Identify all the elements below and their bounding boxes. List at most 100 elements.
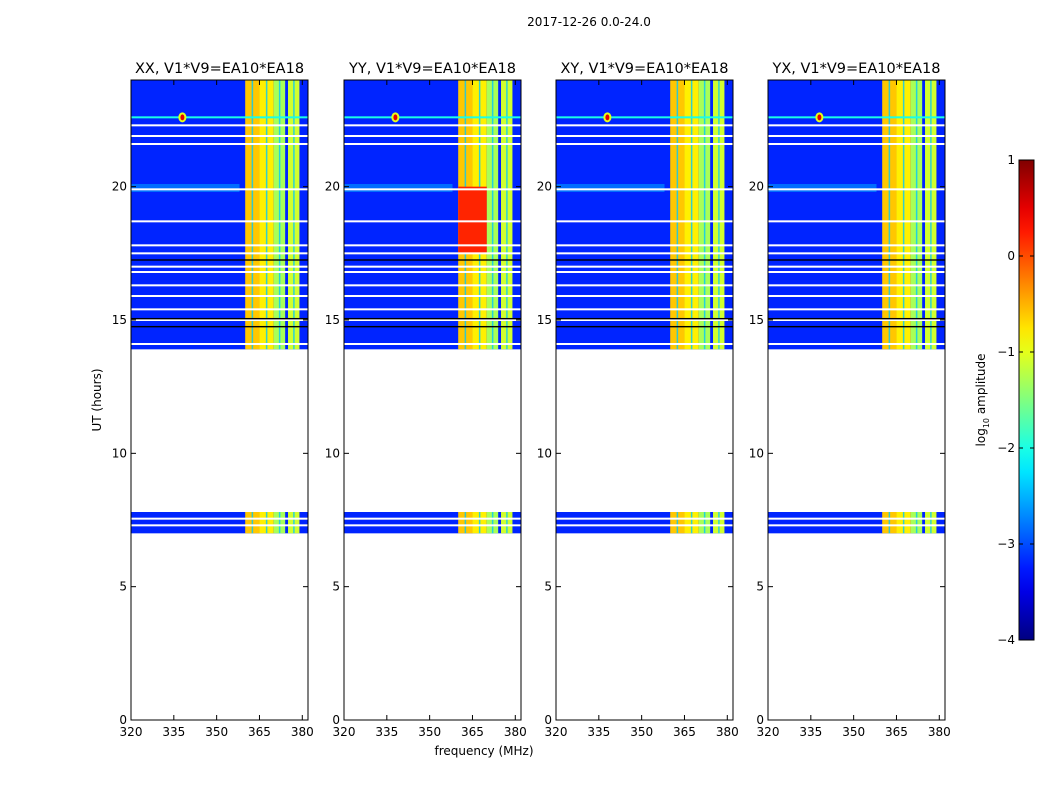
rfi-streak [491, 512, 494, 534]
flagged-row [768, 124, 945, 127]
rfi-streak [464, 512, 467, 534]
rfi-streak [915, 80, 918, 350]
flagged-row [768, 284, 945, 287]
y-tick-label: 20 [537, 180, 552, 194]
dark-row [344, 325, 521, 328]
flagged-row [131, 124, 308, 127]
axes-frame [555, 79, 734, 721]
y-tick-label: 15 [112, 313, 127, 327]
rfi-streak [506, 512, 508, 534]
flagged-row [768, 252, 945, 255]
rfi-streak [491, 80, 494, 350]
flagged-row [768, 271, 945, 273]
dark-row [131, 259, 308, 261]
flagged-row [768, 188, 945, 191]
rfi-streak [718, 80, 720, 350]
rfi-streak [690, 512, 693, 534]
flagged-row [556, 284, 733, 287]
colorbar-tick-label: −1 [997, 345, 1015, 359]
panels: XX, V1*V9=EA10*EA18 320 335 350 365 380 0 5 10 15… [112, 61, 951, 739]
flagged-row [768, 343, 945, 345]
flagged-row [131, 188, 308, 191]
flagged-row [556, 143, 733, 145]
dark-row [768, 259, 945, 261]
rfi-streak [265, 512, 268, 534]
panel-yx: YX, V1*V9=EA10*EA18 320 335 350 365 380 0 5 10 15… [749, 61, 951, 739]
y-tick-label: 15 [325, 313, 340, 327]
rfi-streak [902, 80, 905, 350]
panel-title: YY, V1*V9=EA10*EA18 [348, 61, 516, 77]
rfi-streak [915, 512, 918, 534]
x-axis-label: frequency (MHz) [434, 744, 533, 758]
x-tick-label: 365 [673, 725, 696, 739]
y-axis-label: UT (hours) [90, 368, 104, 431]
y-tick-label: 20 [749, 180, 764, 194]
y-tick-label: 5 [756, 580, 764, 594]
flagged-row [131, 343, 308, 345]
x-tick-label: 335 [375, 725, 398, 739]
rfi-streak [506, 80, 508, 350]
flagged-row [344, 271, 521, 273]
flagged-row [556, 220, 733, 223]
x-tick-label: 350 [842, 725, 865, 739]
flagged-row [344, 220, 521, 223]
rfi-streak [690, 80, 693, 350]
flagged-row [344, 252, 521, 255]
flagged-row [556, 319, 733, 321]
flagged-row [768, 517, 945, 520]
heatmap-xy [556, 80, 733, 534]
point-source [605, 114, 610, 121]
rfi-streak [265, 80, 268, 350]
rfi-streak [293, 80, 295, 350]
axes-frame [767, 79, 946, 721]
rfi-streak [278, 80, 281, 350]
rfi-streak [930, 80, 932, 350]
flagged-row [344, 265, 521, 268]
flagged-row [131, 252, 308, 255]
rfi-streak [478, 512, 481, 534]
dark-row [344, 259, 521, 261]
flagged-row [556, 295, 733, 297]
x-tick-label: 350 [418, 725, 441, 739]
flagged-row [768, 143, 945, 145]
panel-title: YX, V1*V9=EA10*EA18 [771, 61, 940, 77]
axes-frame [343, 79, 522, 721]
flagged-row [768, 319, 945, 321]
source-stripe [344, 116, 521, 119]
heatmap-yy [344, 80, 521, 534]
y-tick-label: 10 [325, 446, 340, 460]
dark-row [344, 317, 521, 320]
flagged-row [556, 517, 733, 520]
flagged-row [768, 220, 945, 223]
flagged-row [344, 319, 521, 321]
background-stripe [344, 184, 453, 192]
colorbar-tick-label: −4 [997, 633, 1015, 647]
x-tick-label: 380 [291, 725, 314, 739]
flagged-row [344, 295, 521, 297]
y-tick-label: 5 [332, 580, 340, 594]
x-tick-label: 380 [716, 725, 739, 739]
colorbar-tick-label: 0 [1007, 249, 1015, 263]
flagged-row [131, 271, 308, 273]
source-stripe [131, 116, 308, 119]
flagged-row [131, 244, 308, 247]
y-tick-label: 0 [332, 713, 340, 727]
y-tick-label: 0 [756, 713, 764, 727]
flagged-row [768, 308, 945, 311]
flagged-row [344, 308, 521, 311]
y-tick-label: 0 [119, 713, 127, 727]
figure-title: 2017-12-26 0.0-24.0 [527, 15, 651, 29]
panel-yy: YY, V1*V9=EA10*EA18 320 335 350 365 380 0 5 10 15… [325, 61, 527, 739]
flagged-row [131, 308, 308, 311]
dark-row [556, 259, 733, 261]
background-stripe [556, 184, 665, 192]
rfi-streak [293, 512, 295, 534]
point-source [393, 114, 398, 121]
x-tick-label: 320 [120, 725, 143, 739]
panel-title: XX, V1*V9=EA10*EA18 [135, 61, 304, 77]
flagged-row [131, 143, 308, 145]
y-tick-label: 10 [112, 446, 127, 460]
flagged-row [556, 271, 733, 273]
flagged-row [131, 319, 308, 321]
rfi-streak [703, 80, 706, 350]
